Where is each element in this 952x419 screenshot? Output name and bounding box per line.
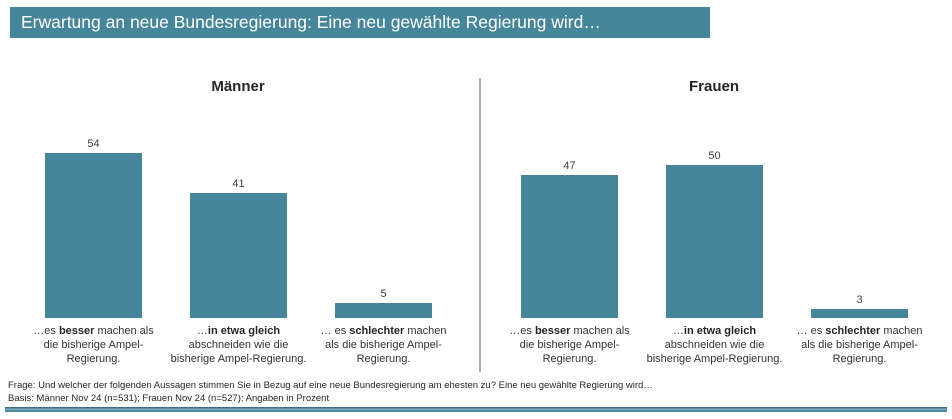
bar-group-gleich: 41	[166, 100, 311, 318]
bars-row-maenner: 54 41 5	[21, 100, 476, 318]
bar-gleich-maenner	[190, 193, 287, 318]
bar-value-label: 54	[87, 138, 100, 150]
category-label: … es schlechter machen als die bisherige…	[320, 325, 447, 365]
category-label: … es schlechter machen als die bisherige…	[796, 325, 923, 365]
bar-group-besser: 54	[21, 100, 166, 318]
category-label: …in etwa gleich abschneiden wie die bish…	[170, 325, 307, 365]
bar-value-label: 41	[232, 178, 245, 190]
bar-schlechter-maenner	[335, 303, 432, 318]
bar-group-schlechter: 3	[787, 100, 932, 318]
category-label: …es besser machen als die bisherige Ampe…	[33, 325, 154, 365]
title-banner: Erwartung an neue Bundesregierung: Eine …	[10, 7, 710, 38]
chart-panels: Männer 54 41 5 …es besser machen als die…	[0, 78, 952, 366]
bottom-accent-bar	[5, 407, 947, 412]
panel-frauen: Frauen 47 50 3 …es besser machen als die…	[476, 78, 952, 366]
bar-value-label: 47	[563, 160, 576, 172]
bar-gleich-frauen	[666, 165, 763, 318]
category-labels-maenner: …es besser machen als die bisherige Ampe…	[21, 324, 476, 366]
page-title: Erwartung an neue Bundesregierung: Eine …	[21, 12, 601, 32]
panel-title-maenner: Männer	[211, 78, 265, 95]
bar-schlechter-frauen	[811, 309, 908, 318]
bars-row-frauen: 47 50 3	[497, 100, 952, 318]
panel-divider-line	[479, 78, 481, 372]
bar-group-besser: 47	[497, 100, 642, 318]
bar-group-schlechter: 5	[311, 100, 456, 318]
bar-value-label: 50	[708, 150, 721, 162]
footnote-basis: Basis: Männer Nov 24 (n=531); Frauen Nov…	[8, 392, 330, 404]
footnote: Frage: Und welcher der folgenden Aussage…	[8, 380, 653, 405]
panel-maenner: Männer 54 41 5 …es besser machen als die…	[0, 78, 476, 366]
category-labels-frauen: …es besser machen als die bisherige Ampe…	[497, 324, 952, 366]
bar-group-gleich: 50	[642, 100, 787, 318]
bar-besser-maenner	[45, 153, 142, 318]
panel-title-frauen: Frauen	[688, 78, 739, 95]
bar-value-label: 5	[380, 288, 387, 300]
category-label: …es besser machen als die bisherige Ampe…	[509, 325, 630, 365]
footnote-frage: Frage: Und welcher der folgenden Aussage…	[8, 380, 653, 391]
bar-besser-frauen	[521, 175, 618, 318]
category-label: …in etwa gleich abschneiden wie die bish…	[646, 325, 783, 365]
bar-value-label: 3	[856, 294, 863, 306]
